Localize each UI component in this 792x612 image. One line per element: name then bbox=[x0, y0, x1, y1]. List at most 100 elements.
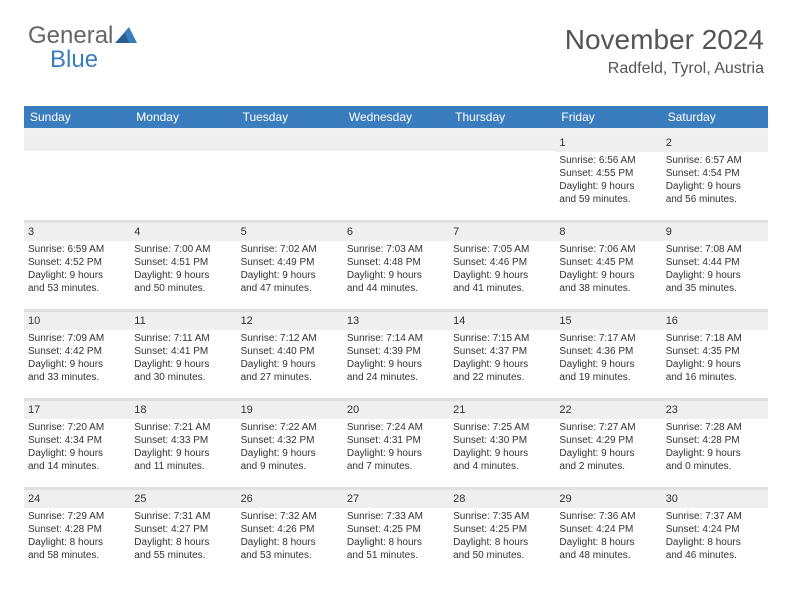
day-cell: 23Sunrise: 7:28 AMSunset: 4:28 PMDayligh… bbox=[662, 401, 768, 487]
logo-text-blue: Blue bbox=[50, 46, 98, 74]
day-number: 19 bbox=[237, 401, 343, 419]
day-header: Monday bbox=[130, 106, 236, 128]
day-daylight1: Daylight: 8 hours bbox=[134, 536, 232, 549]
day-cell: 17Sunrise: 7:20 AMSunset: 4:34 PMDayligh… bbox=[24, 401, 130, 487]
day-sunrise: Sunrise: 7:06 AM bbox=[559, 243, 657, 256]
day-daylight1: Daylight: 9 hours bbox=[28, 447, 126, 460]
day-number: 13 bbox=[343, 312, 449, 330]
calendar: Sunday Monday Tuesday Wednesday Thursday… bbox=[24, 106, 768, 576]
day-content: Sunrise: 7:21 AMSunset: 4:33 PMDaylight:… bbox=[130, 419, 236, 477]
day-sunset: Sunset: 4:52 PM bbox=[28, 256, 126, 269]
day-daylight1: Daylight: 9 hours bbox=[559, 180, 657, 193]
day-sunset: Sunset: 4:48 PM bbox=[347, 256, 445, 269]
day-number: 16 bbox=[662, 312, 768, 330]
day-number: 17 bbox=[24, 401, 130, 419]
day-daylight1: Daylight: 9 hours bbox=[666, 180, 764, 193]
day-number: 26 bbox=[237, 490, 343, 508]
day-sunset: Sunset: 4:45 PM bbox=[559, 256, 657, 269]
day-sunrise: Sunrise: 7:02 AM bbox=[241, 243, 339, 256]
day-content: Sunrise: 7:24 AMSunset: 4:31 PMDaylight:… bbox=[343, 419, 449, 477]
day-content: Sunrise: 7:35 AMSunset: 4:25 PMDaylight:… bbox=[449, 508, 555, 566]
day-cell: 22Sunrise: 7:27 AMSunset: 4:29 PMDayligh… bbox=[555, 401, 661, 487]
logo: General Blue bbox=[28, 22, 137, 74]
day-sunrise: Sunrise: 7:15 AM bbox=[453, 332, 551, 345]
day-sunrise: Sunrise: 7:28 AM bbox=[666, 421, 764, 434]
day-sunrise: Sunrise: 7:35 AM bbox=[453, 510, 551, 523]
day-sunset: Sunset: 4:25 PM bbox=[453, 523, 551, 536]
day-daylight1: Daylight: 9 hours bbox=[453, 269, 551, 282]
day-sunrise: Sunrise: 6:56 AM bbox=[559, 154, 657, 167]
day-daylight1: Daylight: 9 hours bbox=[241, 358, 339, 371]
day-cell: 19Sunrise: 7:22 AMSunset: 4:32 PMDayligh… bbox=[237, 401, 343, 487]
day-content: Sunrise: 7:11 AMSunset: 4:41 PMDaylight:… bbox=[130, 330, 236, 388]
day-number: 15 bbox=[555, 312, 661, 330]
week-row: 24Sunrise: 7:29 AMSunset: 4:28 PMDayligh… bbox=[24, 490, 768, 576]
day-number: 21 bbox=[449, 401, 555, 419]
day-sunset: Sunset: 4:32 PM bbox=[241, 434, 339, 447]
day-cell: 7Sunrise: 7:05 AMSunset: 4:46 PMDaylight… bbox=[449, 223, 555, 309]
day-cell bbox=[343, 134, 449, 220]
day-daylight2: and 56 minutes. bbox=[666, 193, 764, 206]
day-sunrise: Sunrise: 7:11 AM bbox=[134, 332, 232, 345]
day-daylight1: Daylight: 9 hours bbox=[666, 269, 764, 282]
day-daylight1: Daylight: 8 hours bbox=[666, 536, 764, 549]
day-cell: 8Sunrise: 7:06 AMSunset: 4:45 PMDaylight… bbox=[555, 223, 661, 309]
day-cell: 2Sunrise: 6:57 AMSunset: 4:54 PMDaylight… bbox=[662, 134, 768, 220]
day-cell: 24Sunrise: 7:29 AMSunset: 4:28 PMDayligh… bbox=[24, 490, 130, 576]
day-header: Friday bbox=[555, 106, 661, 128]
day-number: 11 bbox=[130, 312, 236, 330]
day-sunset: Sunset: 4:34 PM bbox=[28, 434, 126, 447]
week-row: 10Sunrise: 7:09 AMSunset: 4:42 PMDayligh… bbox=[24, 312, 768, 398]
day-number bbox=[449, 134, 555, 151]
day-cell: 12Sunrise: 7:12 AMSunset: 4:40 PMDayligh… bbox=[237, 312, 343, 398]
day-content: Sunrise: 7:09 AMSunset: 4:42 PMDaylight:… bbox=[24, 330, 130, 388]
day-header: Tuesday bbox=[237, 106, 343, 128]
day-sunrise: Sunrise: 7:31 AM bbox=[134, 510, 232, 523]
day-header: Thursday bbox=[449, 106, 555, 128]
day-sunrise: Sunrise: 7:36 AM bbox=[559, 510, 657, 523]
day-sunset: Sunset: 4:54 PM bbox=[666, 167, 764, 180]
day-sunset: Sunset: 4:27 PM bbox=[134, 523, 232, 536]
day-header: Sunday bbox=[24, 106, 130, 128]
day-daylight2: and 50 minutes. bbox=[453, 549, 551, 562]
day-daylight2: and 11 minutes. bbox=[134, 460, 232, 473]
day-sunrise: Sunrise: 7:18 AM bbox=[666, 332, 764, 345]
day-daylight1: Daylight: 8 hours bbox=[241, 536, 339, 549]
day-sunrise: Sunrise: 7:25 AM bbox=[453, 421, 551, 434]
day-sunrise: Sunrise: 7:33 AM bbox=[347, 510, 445, 523]
day-daylight1: Daylight: 8 hours bbox=[347, 536, 445, 549]
day-daylight1: Daylight: 9 hours bbox=[134, 269, 232, 282]
day-content: Sunrise: 7:31 AMSunset: 4:27 PMDaylight:… bbox=[130, 508, 236, 566]
day-number bbox=[24, 134, 130, 151]
day-content: Sunrise: 7:12 AMSunset: 4:40 PMDaylight:… bbox=[237, 330, 343, 388]
day-daylight2: and 47 minutes. bbox=[241, 282, 339, 295]
day-daylight2: and 48 minutes. bbox=[559, 549, 657, 562]
weeks-container: 1Sunrise: 6:56 AMSunset: 4:55 PMDaylight… bbox=[24, 134, 768, 576]
day-daylight1: Daylight: 9 hours bbox=[28, 358, 126, 371]
day-cell: 3Sunrise: 6:59 AMSunset: 4:52 PMDaylight… bbox=[24, 223, 130, 309]
day-number: 12 bbox=[237, 312, 343, 330]
day-sunrise: Sunrise: 7:20 AM bbox=[28, 421, 126, 434]
day-number: 10 bbox=[24, 312, 130, 330]
day-content: Sunrise: 7:20 AMSunset: 4:34 PMDaylight:… bbox=[24, 419, 130, 477]
day-daylight2: and 50 minutes. bbox=[134, 282, 232, 295]
day-sunrise: Sunrise: 6:57 AM bbox=[666, 154, 764, 167]
day-content: Sunrise: 7:00 AMSunset: 4:51 PMDaylight:… bbox=[130, 241, 236, 299]
location-text: Radfeld, Tyrol, Austria bbox=[565, 60, 764, 78]
day-sunset: Sunset: 4:41 PM bbox=[134, 345, 232, 358]
day-cell bbox=[24, 134, 130, 220]
day-sunrise: Sunrise: 7:09 AM bbox=[28, 332, 126, 345]
day-cell: 11Sunrise: 7:11 AMSunset: 4:41 PMDayligh… bbox=[130, 312, 236, 398]
day-number: 18 bbox=[130, 401, 236, 419]
day-cell bbox=[449, 134, 555, 220]
day-number: 29 bbox=[555, 490, 661, 508]
day-daylight2: and 53 minutes. bbox=[28, 282, 126, 295]
day-cell: 29Sunrise: 7:36 AMSunset: 4:24 PMDayligh… bbox=[555, 490, 661, 576]
day-number: 4 bbox=[130, 223, 236, 241]
day-sunset: Sunset: 4:35 PM bbox=[666, 345, 764, 358]
day-content: Sunrise: 7:06 AMSunset: 4:45 PMDaylight:… bbox=[555, 241, 661, 299]
day-sunset: Sunset: 4:42 PM bbox=[28, 345, 126, 358]
day-content: Sunrise: 7:28 AMSunset: 4:28 PMDaylight:… bbox=[662, 419, 768, 477]
day-cell: 15Sunrise: 7:17 AMSunset: 4:36 PMDayligh… bbox=[555, 312, 661, 398]
week-row: 1Sunrise: 6:56 AMSunset: 4:55 PMDaylight… bbox=[24, 134, 768, 220]
